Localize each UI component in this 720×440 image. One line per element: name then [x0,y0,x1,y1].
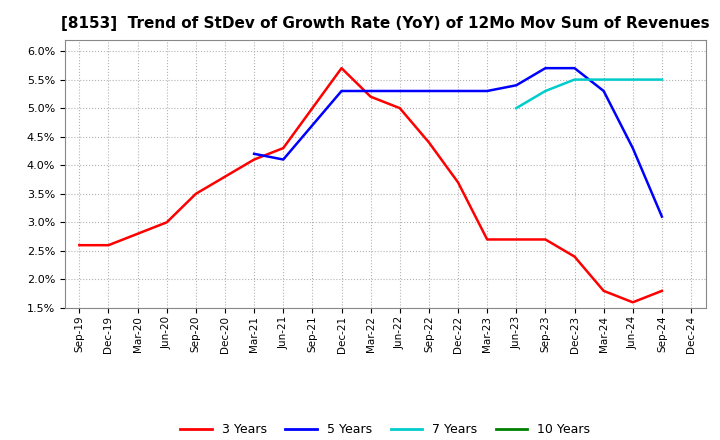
Legend: 3 Years, 5 Years, 7 Years, 10 Years: 3 Years, 5 Years, 7 Years, 10 Years [176,418,595,440]
Title: [8153]  Trend of StDev of Growth Rate (YoY) of 12Mo Mov Sum of Revenues: [8153] Trend of StDev of Growth Rate (Yo… [61,16,709,32]
